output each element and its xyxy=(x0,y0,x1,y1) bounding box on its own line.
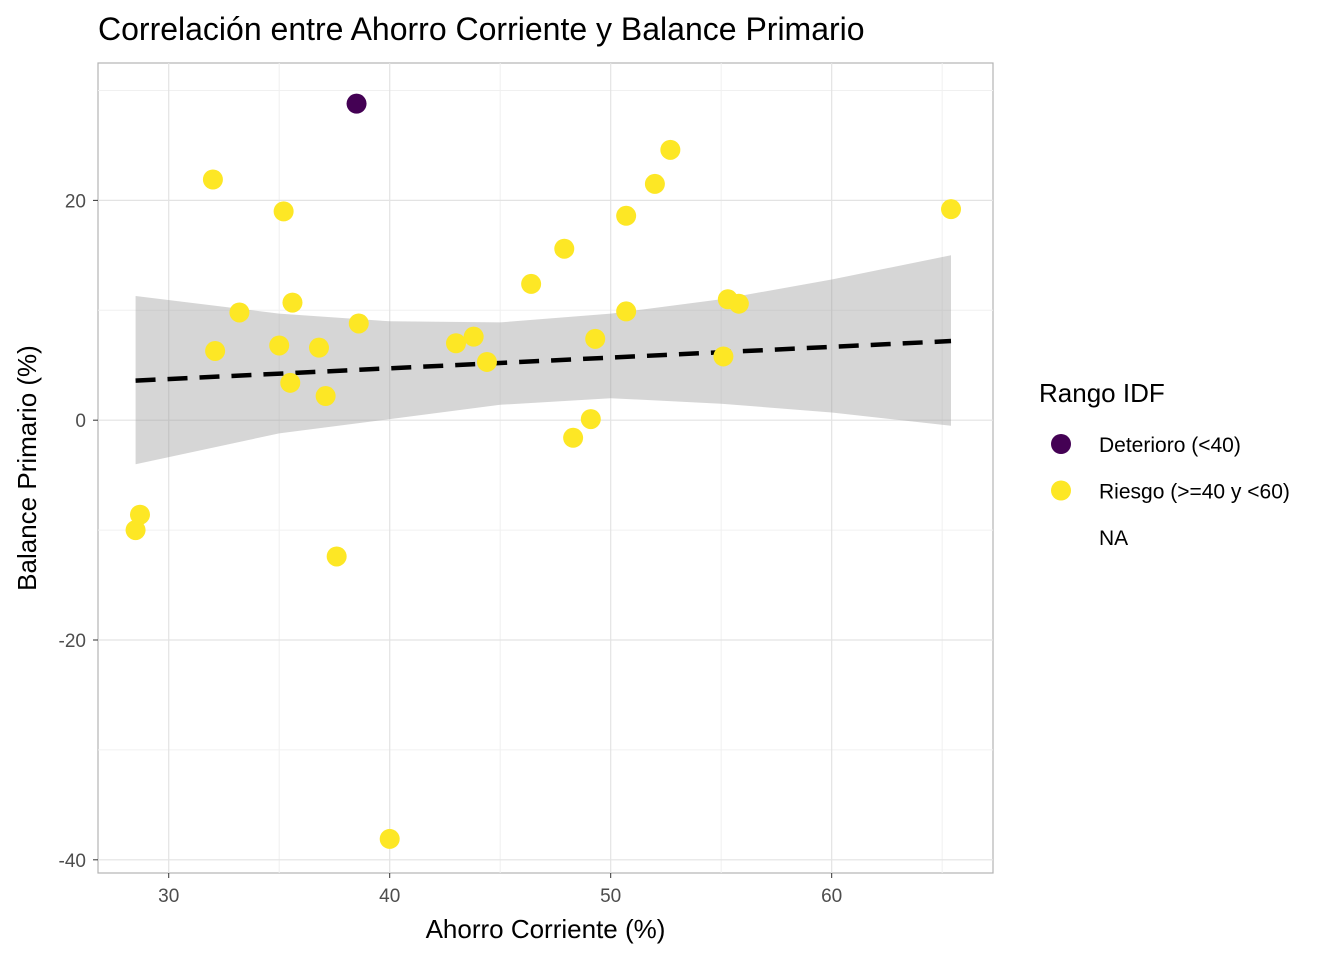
data-point xyxy=(280,372,301,393)
data-point xyxy=(728,293,749,314)
data-point xyxy=(616,301,637,322)
legend-key xyxy=(1051,480,1071,501)
data-point xyxy=(644,173,665,194)
data-point xyxy=(521,273,542,294)
data-points xyxy=(125,93,962,849)
data-point xyxy=(129,504,150,525)
data-point xyxy=(273,201,294,222)
x-tick-label: 30 xyxy=(158,886,179,907)
data-point xyxy=(476,351,497,372)
data-point xyxy=(379,828,400,849)
data-point xyxy=(308,337,329,358)
data-point xyxy=(346,93,367,114)
y-axis-ticks: -40 -20 0 20 xyxy=(59,191,98,872)
chart-title: Correlación entre Ahorro Corriente y Bal… xyxy=(98,11,865,47)
grid-lines xyxy=(98,63,993,873)
data-point xyxy=(326,546,347,567)
data-point xyxy=(463,326,484,347)
data-point xyxy=(941,199,962,220)
legend-title: Rango IDF xyxy=(1039,378,1165,408)
data-point xyxy=(315,386,336,407)
data-point xyxy=(125,520,146,541)
x-axis-title: Ahorro Corriente (%) xyxy=(426,914,666,944)
data-point xyxy=(202,169,223,190)
legend-label: Deterioro (<40) xyxy=(1099,434,1241,457)
trend-line-layer xyxy=(135,338,952,383)
data-point xyxy=(229,302,250,323)
data-point xyxy=(348,313,369,334)
data-point xyxy=(269,335,290,356)
data-point xyxy=(282,292,303,313)
x-tick-label: 60 xyxy=(821,886,842,907)
legend-label: Riesgo (>=40 y <60) xyxy=(1099,481,1290,504)
data-point xyxy=(580,409,601,430)
data-point xyxy=(205,340,226,361)
y-tick-label: -20 xyxy=(59,631,86,652)
y-tick-label: -40 xyxy=(59,851,86,872)
y-tick-label: 20 xyxy=(65,191,86,212)
legend-key xyxy=(1051,434,1071,454)
data-point xyxy=(660,139,681,160)
y-axis-title: Balance Primario (%) xyxy=(12,345,42,591)
data-point xyxy=(585,328,606,349)
plot-panel xyxy=(97,62,994,874)
trend-line xyxy=(135,338,952,383)
x-axis-ticks: 30 40 50 60 xyxy=(158,873,842,907)
data-point xyxy=(713,346,734,367)
data-point xyxy=(446,333,466,354)
y-tick-label: 0 xyxy=(75,411,86,432)
x-tick-label: 50 xyxy=(600,886,621,907)
x-tick-label: 40 xyxy=(379,886,400,907)
legend: Rango IDF Deterioro (<40) Riesgo (>=40 y … xyxy=(1039,378,1290,550)
data-point xyxy=(563,427,584,448)
data-point xyxy=(616,205,637,226)
legend-label: NA xyxy=(1099,527,1128,550)
data-point xyxy=(554,238,575,259)
